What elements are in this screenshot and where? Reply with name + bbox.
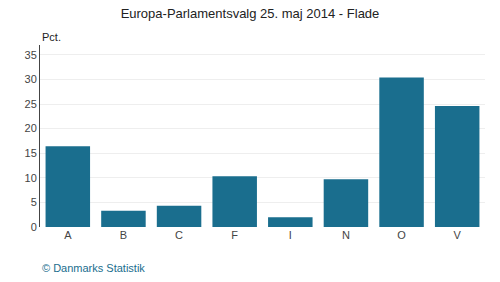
svg-text:V: V (454, 229, 462, 241)
svg-text:I: I (289, 229, 292, 241)
svg-text:N: N (342, 229, 350, 241)
svg-text:A: A (64, 229, 72, 241)
svg-text:5: 5 (31, 196, 37, 208)
svg-text:B: B (120, 229, 127, 241)
svg-text:20: 20 (25, 122, 37, 134)
svg-text:C: C (175, 229, 183, 241)
svg-text:F: F (231, 229, 238, 241)
svg-text:0: 0 (31, 221, 37, 233)
svg-text:15: 15 (25, 147, 37, 159)
svg-text:35: 35 (25, 49, 37, 61)
svg-text:O: O (397, 229, 406, 241)
svg-text:Pct.: Pct. (42, 31, 61, 43)
svg-text:10: 10 (25, 172, 37, 184)
svg-text:Europa-Parlamentsvalg 25. maj: Europa-Parlamentsvalg 25. maj 2014 - Fla… (121, 6, 380, 21)
svg-text:© Danmarks Statistik: © Danmarks Statistik (42, 262, 145, 274)
svg-text:25: 25 (25, 98, 37, 110)
svg-text:30: 30 (25, 73, 37, 85)
